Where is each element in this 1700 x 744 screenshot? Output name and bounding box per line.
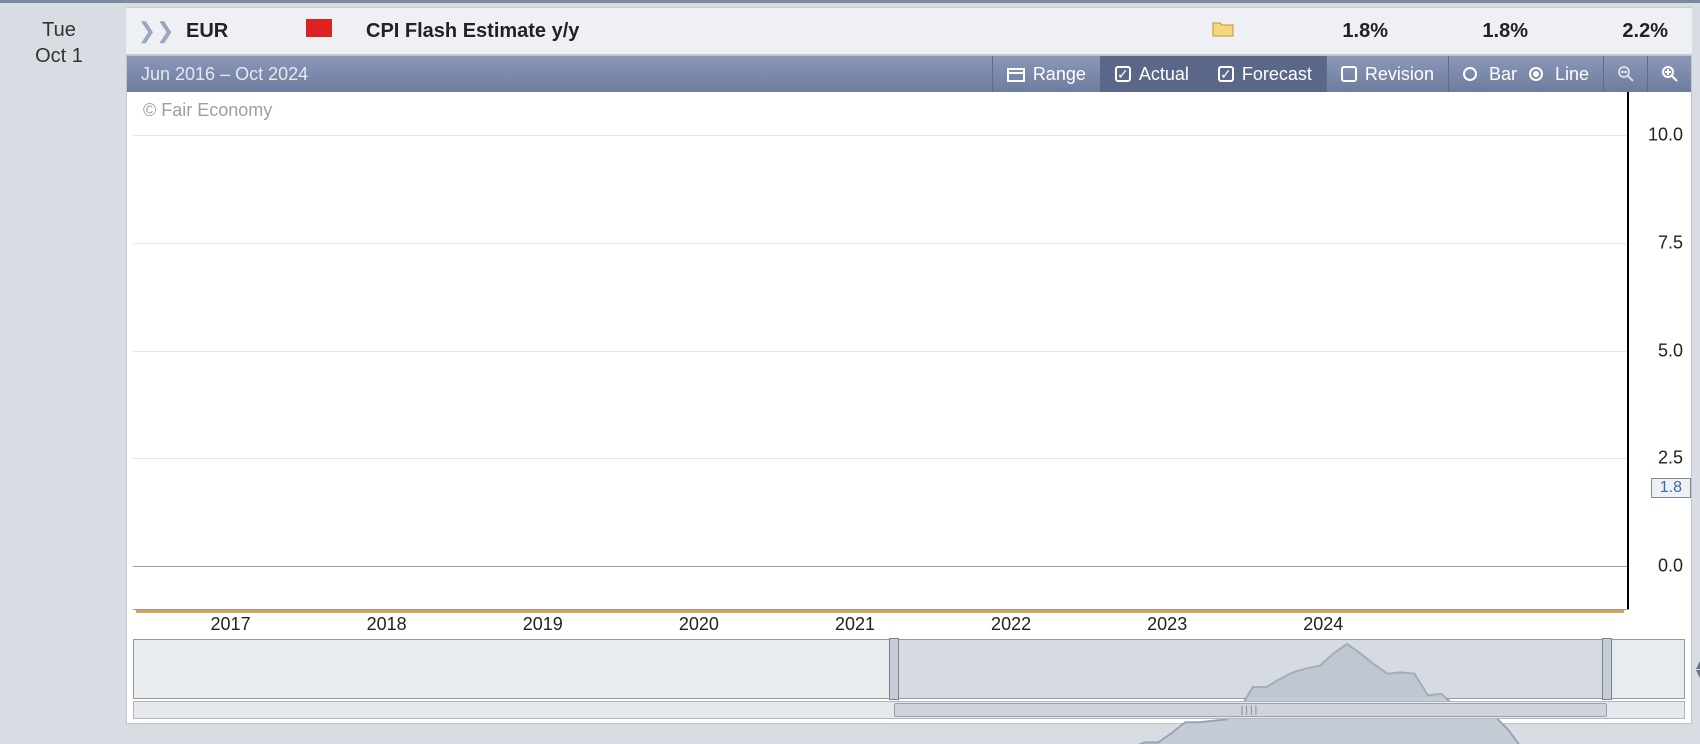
chart-area: © Fair Economy 0.0 2.5 5.0 7.5 10.0 1.8 (127, 92, 1691, 609)
previous-value: 2.2% (1552, 20, 1692, 43)
revision-toggle-label: Revision (1365, 64, 1434, 85)
checkbox-icon (1218, 66, 1234, 82)
calendar-icon (1007, 66, 1025, 82)
forecast-value: 1.8% (1412, 20, 1552, 43)
currency-code: EUR (186, 20, 306, 43)
gridline (133, 243, 1627, 244)
y-tick-label: 2.5 (1658, 448, 1683, 469)
event-title: CPI Flash Estimate y/y (366, 20, 1212, 43)
x-axis: 2017 2018 2019 2020 2021 2022 2023 2024 (133, 609, 1629, 637)
date-column: Tue Oct 1 (0, 3, 118, 744)
y-tick-label: 10.0 (1648, 125, 1683, 146)
folder-icon[interactable] (1212, 19, 1272, 43)
forecast-toggle-label: Forecast (1242, 64, 1312, 85)
date-range-label: Jun 2016 – Oct 2024 (127, 64, 992, 85)
main-column: ❯❯ EUR CPI Flash Estimate y/y 1.8% 1.8% … (118, 3, 1700, 744)
navigator-handle-left[interactable] (889, 638, 899, 700)
impact-icon: ❯❯ (126, 18, 186, 44)
line-radio[interactable] (1529, 67, 1543, 81)
country-flag (306, 19, 366, 43)
x-tick-label: 2022 (991, 614, 1031, 635)
stepper-arrows[interactable]: ▲▼ (1690, 660, 1700, 678)
gridline (133, 351, 1627, 352)
plot-area[interactable]: © Fair Economy (133, 92, 1629, 609)
value-group: 1.8% 1.8% 2.2% (1272, 20, 1692, 43)
event-header-row[interactable]: ❯❯ EUR CPI Flash Estimate y/y 1.8% 1.8% … (126, 7, 1692, 55)
actual-value: 1.8% (1272, 20, 1412, 43)
bar-label: Bar (1489, 64, 1517, 85)
actual-toggle[interactable]: Actual (1100, 56, 1203, 92)
date-dow: Tue (0, 17, 118, 43)
y-tick-label: 0.0 (1658, 555, 1683, 576)
y-current-marker: 1.8 (1651, 478, 1691, 498)
scrollbar-thumb[interactable] (894, 703, 1607, 717)
flag-icon (306, 19, 332, 37)
navigator-handle-right[interactable] (1602, 638, 1612, 700)
horizontal-scrollbar[interactable] (133, 701, 1685, 719)
checkbox-icon (1341, 66, 1357, 82)
zoom-in-button[interactable] (1647, 56, 1691, 92)
zoom-out-icon (1617, 65, 1635, 83)
revision-toggle[interactable]: Revision (1326, 56, 1448, 92)
checkbox-icon (1115, 66, 1131, 82)
x-tick-label: 2023 (1147, 614, 1187, 635)
date-md: Oct 1 (0, 43, 118, 69)
x-tick-label: 2018 (367, 614, 407, 635)
zoom-out-button[interactable] (1603, 56, 1647, 92)
zoom-in-icon (1661, 65, 1679, 83)
gridline (133, 135, 1627, 136)
y-axis: 0.0 2.5 5.0 7.5 10.0 1.8 (1629, 92, 1691, 609)
range-button-label: Range (1033, 64, 1086, 85)
gridline (133, 458, 1627, 459)
x-tick-label: 2020 (679, 614, 719, 635)
actual-toggle-label: Actual (1139, 64, 1189, 85)
chart-mode-group: Bar Line (1448, 56, 1603, 92)
x-tick-label: 2019 (523, 614, 563, 635)
x-tick-label: 2024 (1303, 614, 1343, 635)
range-button[interactable]: Range (992, 56, 1100, 92)
range-navigator[interactable]: ▲▼ (133, 639, 1685, 699)
navigator-selection[interactable] (894, 640, 1607, 698)
line-label: Line (1555, 64, 1589, 85)
y-tick-label: 5.0 (1658, 340, 1683, 361)
x-tick-label: 2017 (211, 614, 251, 635)
bar-radio[interactable] (1463, 67, 1477, 81)
chart-panel: Jun 2016 – Oct 2024 Range Actual Forecas… (126, 55, 1692, 724)
x-tick-label: 2021 (835, 614, 875, 635)
chart-toolbar: Jun 2016 – Oct 2024 Range Actual Forecas… (127, 56, 1691, 92)
app-root: Tue Oct 1 ❯❯ EUR CPI Flash Estimate y/y … (0, 0, 1700, 744)
forecast-toggle[interactable]: Forecast (1203, 56, 1326, 92)
y-tick-label: 7.5 (1658, 232, 1683, 253)
